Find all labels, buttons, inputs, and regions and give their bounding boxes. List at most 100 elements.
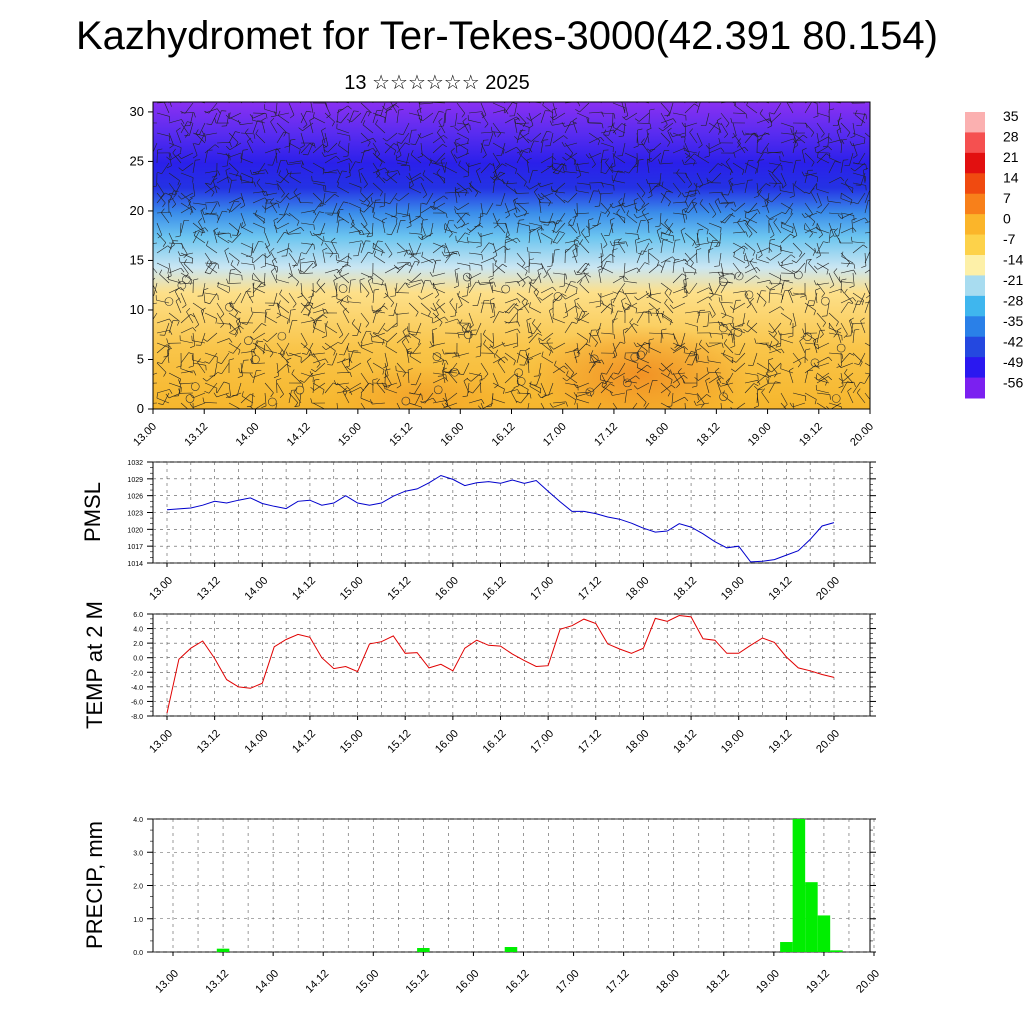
wind-barb [201, 307, 206, 324]
wind-barb [504, 202, 510, 219]
wind-barb [291, 369, 302, 384]
wind-barb [186, 308, 194, 324]
series-line [166, 474, 835, 563]
wind-barb [766, 147, 782, 154]
wind-barb [444, 108, 452, 124]
wind-barb [669, 302, 686, 309]
wind-barb [360, 372, 369, 388]
wind-barb [194, 122, 206, 136]
wind-barb [177, 152, 194, 159]
wind-barb [756, 290, 767, 304]
wind-barb [794, 180, 806, 194]
wind-barb [492, 142, 505, 155]
wind-barb [636, 392, 647, 407]
wind-barb [664, 298, 674, 314]
wind-barb [288, 139, 296, 154]
wind-barb [430, 302, 446, 312]
wind-barb [462, 117, 470, 134]
wind-barb [684, 172, 693, 188]
wind-barb [610, 152, 616, 169]
wind-barb [180, 172, 194, 183]
x-tick-label: 19.00 [719, 728, 747, 756]
wind-barb [226, 202, 242, 212]
wind-barb [708, 282, 714, 299]
wind-barb [450, 147, 458, 164]
wind-barb [480, 131, 496, 137]
wind-barb [156, 393, 170, 404]
wind-barb [600, 112, 616, 119]
wind-barb [360, 312, 370, 328]
wind-barb [240, 252, 254, 264]
precip-plot: 0.01.02.03.04.013.00 13.12 14.00 14.12 15.00… [133, 817, 882, 996]
wind-barb [372, 182, 383, 197]
wind-barb [717, 320, 734, 326]
wind-barb [792, 402, 795, 409]
wind-barb [379, 192, 386, 208]
wind-barb [438, 117, 446, 134]
wind-barb [270, 198, 278, 214]
wind-barb [853, 192, 866, 205]
wind-barb [216, 381, 229, 394]
wind-barb [173, 382, 182, 397]
wind-barb [660, 328, 667, 344]
wind-barb [513, 197, 518, 214]
wind-barb [590, 350, 602, 364]
wind-barb [393, 309, 410, 315]
wind-barb [526, 157, 532, 174]
wind-barb [660, 260, 671, 274]
wind-barb [750, 298, 758, 314]
wind-barb [720, 122, 729, 138]
calm-circle [450, 367, 459, 377]
wind-barb [804, 182, 818, 194]
wind-barb [384, 242, 393, 258]
wind-barb [360, 330, 372, 344]
wind-barb [636, 362, 650, 374]
wind-barb [588, 332, 598, 348]
wind-barb [799, 337, 806, 354]
wind-barb [372, 162, 381, 178]
wind-barb [646, 142, 662, 152]
wind-barb [642, 102, 650, 104]
wind-barb [756, 102, 758, 104]
x-tick-label: 14.12 [290, 575, 318, 603]
wind-barb [629, 318, 638, 334]
wind-barb [396, 372, 402, 389]
wind-barb [708, 222, 722, 233]
wind-barb [550, 112, 566, 121]
wind-barb [636, 192, 645, 208]
wind-barb [746, 319, 758, 334]
wind-barb [418, 102, 434, 105]
wind-barb [844, 288, 854, 304]
x-tick-label: 16.12 [481, 575, 509, 603]
wind-barb [216, 210, 228, 224]
wind-barb [432, 242, 446, 253]
wind-barb [383, 352, 389, 369]
wind-barb [594, 192, 602, 208]
wind-barb [216, 352, 230, 364]
wind-barb [216, 110, 227, 124]
wind-barb [624, 162, 638, 174]
wind-barb [684, 310, 701, 316]
wind-barb [432, 352, 445, 366]
wind-barb [816, 184, 830, 194]
wind-barb [664, 288, 674, 304]
wind-barb [168, 119, 185, 124]
wind-barb [228, 342, 242, 354]
wind-barb [600, 158, 607, 174]
wind-barb [780, 392, 788, 409]
wind-barb [228, 268, 236, 284]
wind-barb [619, 262, 626, 278]
wind-barb [228, 172, 242, 182]
wind-barb [336, 132, 351, 141]
wind-barb [709, 282, 722, 295]
wind-barb [180, 402, 189, 409]
wind-barb [744, 383, 759, 394]
wind-barb [444, 222, 453, 238]
wind-barb [624, 352, 640, 358]
wind-barb [670, 342, 686, 352]
wind-barb [336, 219, 345, 234]
wind-barb [503, 102, 506, 104]
wind-barb [251, 347, 257, 364]
wind-barb [431, 328, 438, 344]
x-tick-label: 19.12 [804, 968, 832, 996]
